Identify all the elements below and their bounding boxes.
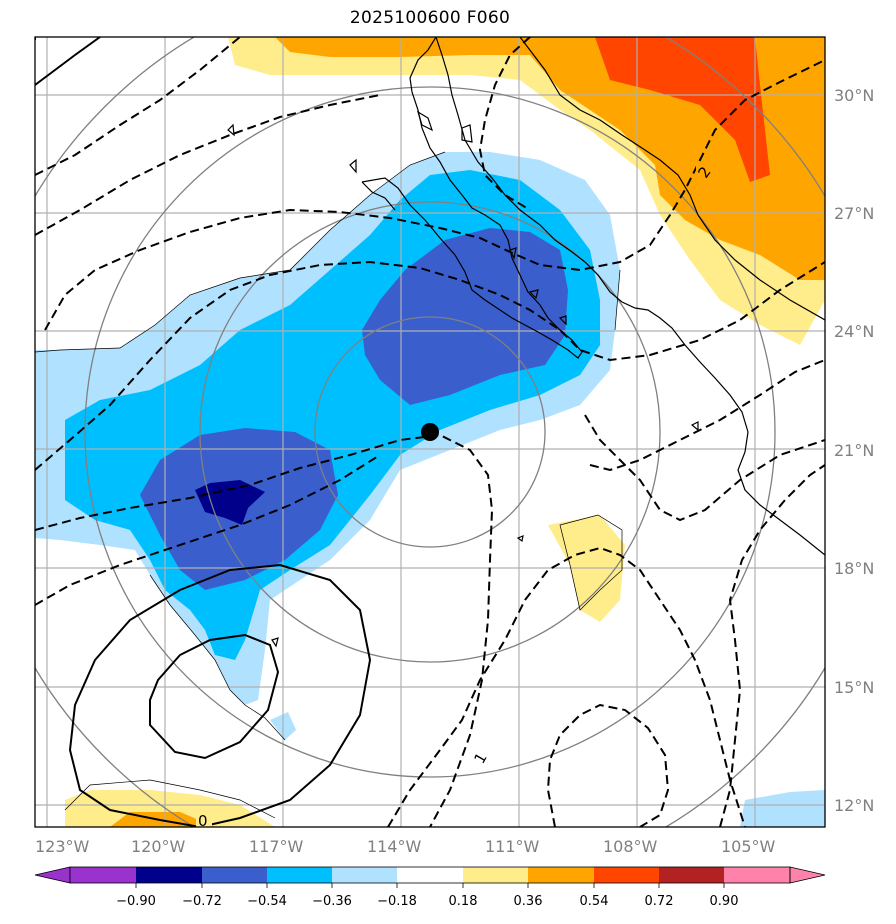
lat-label-24n: 24°N — [834, 322, 874, 341]
colorbar-arrow-low — [34, 866, 71, 884]
colorbar-tick-1: −0.90 — [116, 894, 156, 909]
lon-label-105w: 105°W — [721, 837, 776, 856]
lat-label-21n: 21°N — [834, 441, 874, 460]
colorbar-tick-4: −0.36 — [312, 894, 352, 909]
map-area: 0 1 2 — [35, 37, 825, 830]
colorbar-swatch-7 — [463, 867, 528, 883]
contour-label-zero: 0 — [198, 812, 208, 830]
colorbar-tick-7: 0.36 — [514, 894, 543, 909]
longitude-labels: 123°W 120°W 117°W 114°W 111°W 108°W 105°… — [35, 837, 776, 856]
latitude-labels: 30°N 27°N 24°N 21°N 18°N 15°N 12°N — [834, 86, 874, 815]
dashed-contours — [35, 37, 825, 827]
colorbar-swatch-5 — [332, 867, 397, 883]
coastlines — [227, 37, 825, 648]
lat-label-30n: 30°N — [834, 86, 874, 105]
colorbar-tick-6: 0.18 — [449, 894, 478, 909]
colorbar-swatch-1 — [70, 867, 136, 883]
lat-label-15n: 15°N — [834, 678, 874, 697]
map-title: 2025100600 F060 — [349, 8, 511, 28]
colorbar-tick-9: 0.72 — [645, 894, 674, 909]
storm-center-marker — [421, 423, 439, 441]
fill-negative-lightblue-se — [740, 790, 825, 827]
colorbar-swatch-9 — [594, 867, 659, 883]
colorbar-tick-8: 0.54 — [580, 894, 609, 909]
solid-contours — [35, 37, 372, 827]
fill-positive-red-ne — [595, 37, 770, 182]
colorbar-tick-10: 0.90 — [710, 894, 739, 909]
colorbar-arrow-high — [789, 866, 826, 884]
colorbar-swatch-10 — [659, 867, 724, 883]
colorbar-swatch-11 — [724, 867, 790, 883]
colorbar-swatch-6 — [397, 867, 463, 883]
colorbar-tick-3: −0.54 — [247, 894, 287, 909]
colorbar-tick-2: −0.72 — [182, 894, 222, 909]
lon-label-117w: 117°W — [249, 837, 304, 856]
fill-negative-medblue-north — [362, 228, 568, 405]
colorbar-swatch-8 — [528, 867, 594, 883]
lat-label-12n: 12°N — [834, 796, 874, 815]
colorbar-swatch-4 — [267, 867, 332, 883]
fill-positive-yellow-sw — [65, 790, 275, 827]
lon-label-114w: 114°W — [367, 837, 422, 856]
lat-label-27n: 27°N — [834, 204, 874, 223]
colorbar: −0.90 −0.72 −0.54 −0.36 −0.18 0.18 0.36 … — [34, 866, 826, 909]
lat-label-18n: 18°N — [834, 559, 874, 578]
lon-label-120w: 120°W — [131, 837, 186, 856]
range-rings — [35, 37, 825, 827]
lon-label-108w: 108°W — [603, 837, 658, 856]
lon-label-123w: 123°W — [35, 837, 90, 856]
fill-negative-darkblue — [195, 480, 265, 525]
colorbar-swatch-3 — [202, 867, 267, 883]
map-frame — [34, 36, 826, 828]
lon-label-111w: 111°W — [485, 837, 540, 856]
colorbar-frame — [69, 866, 791, 884]
colorbar-swatch-2 — [136, 867, 202, 883]
colorbar-tick-5: −0.18 — [377, 894, 417, 909]
